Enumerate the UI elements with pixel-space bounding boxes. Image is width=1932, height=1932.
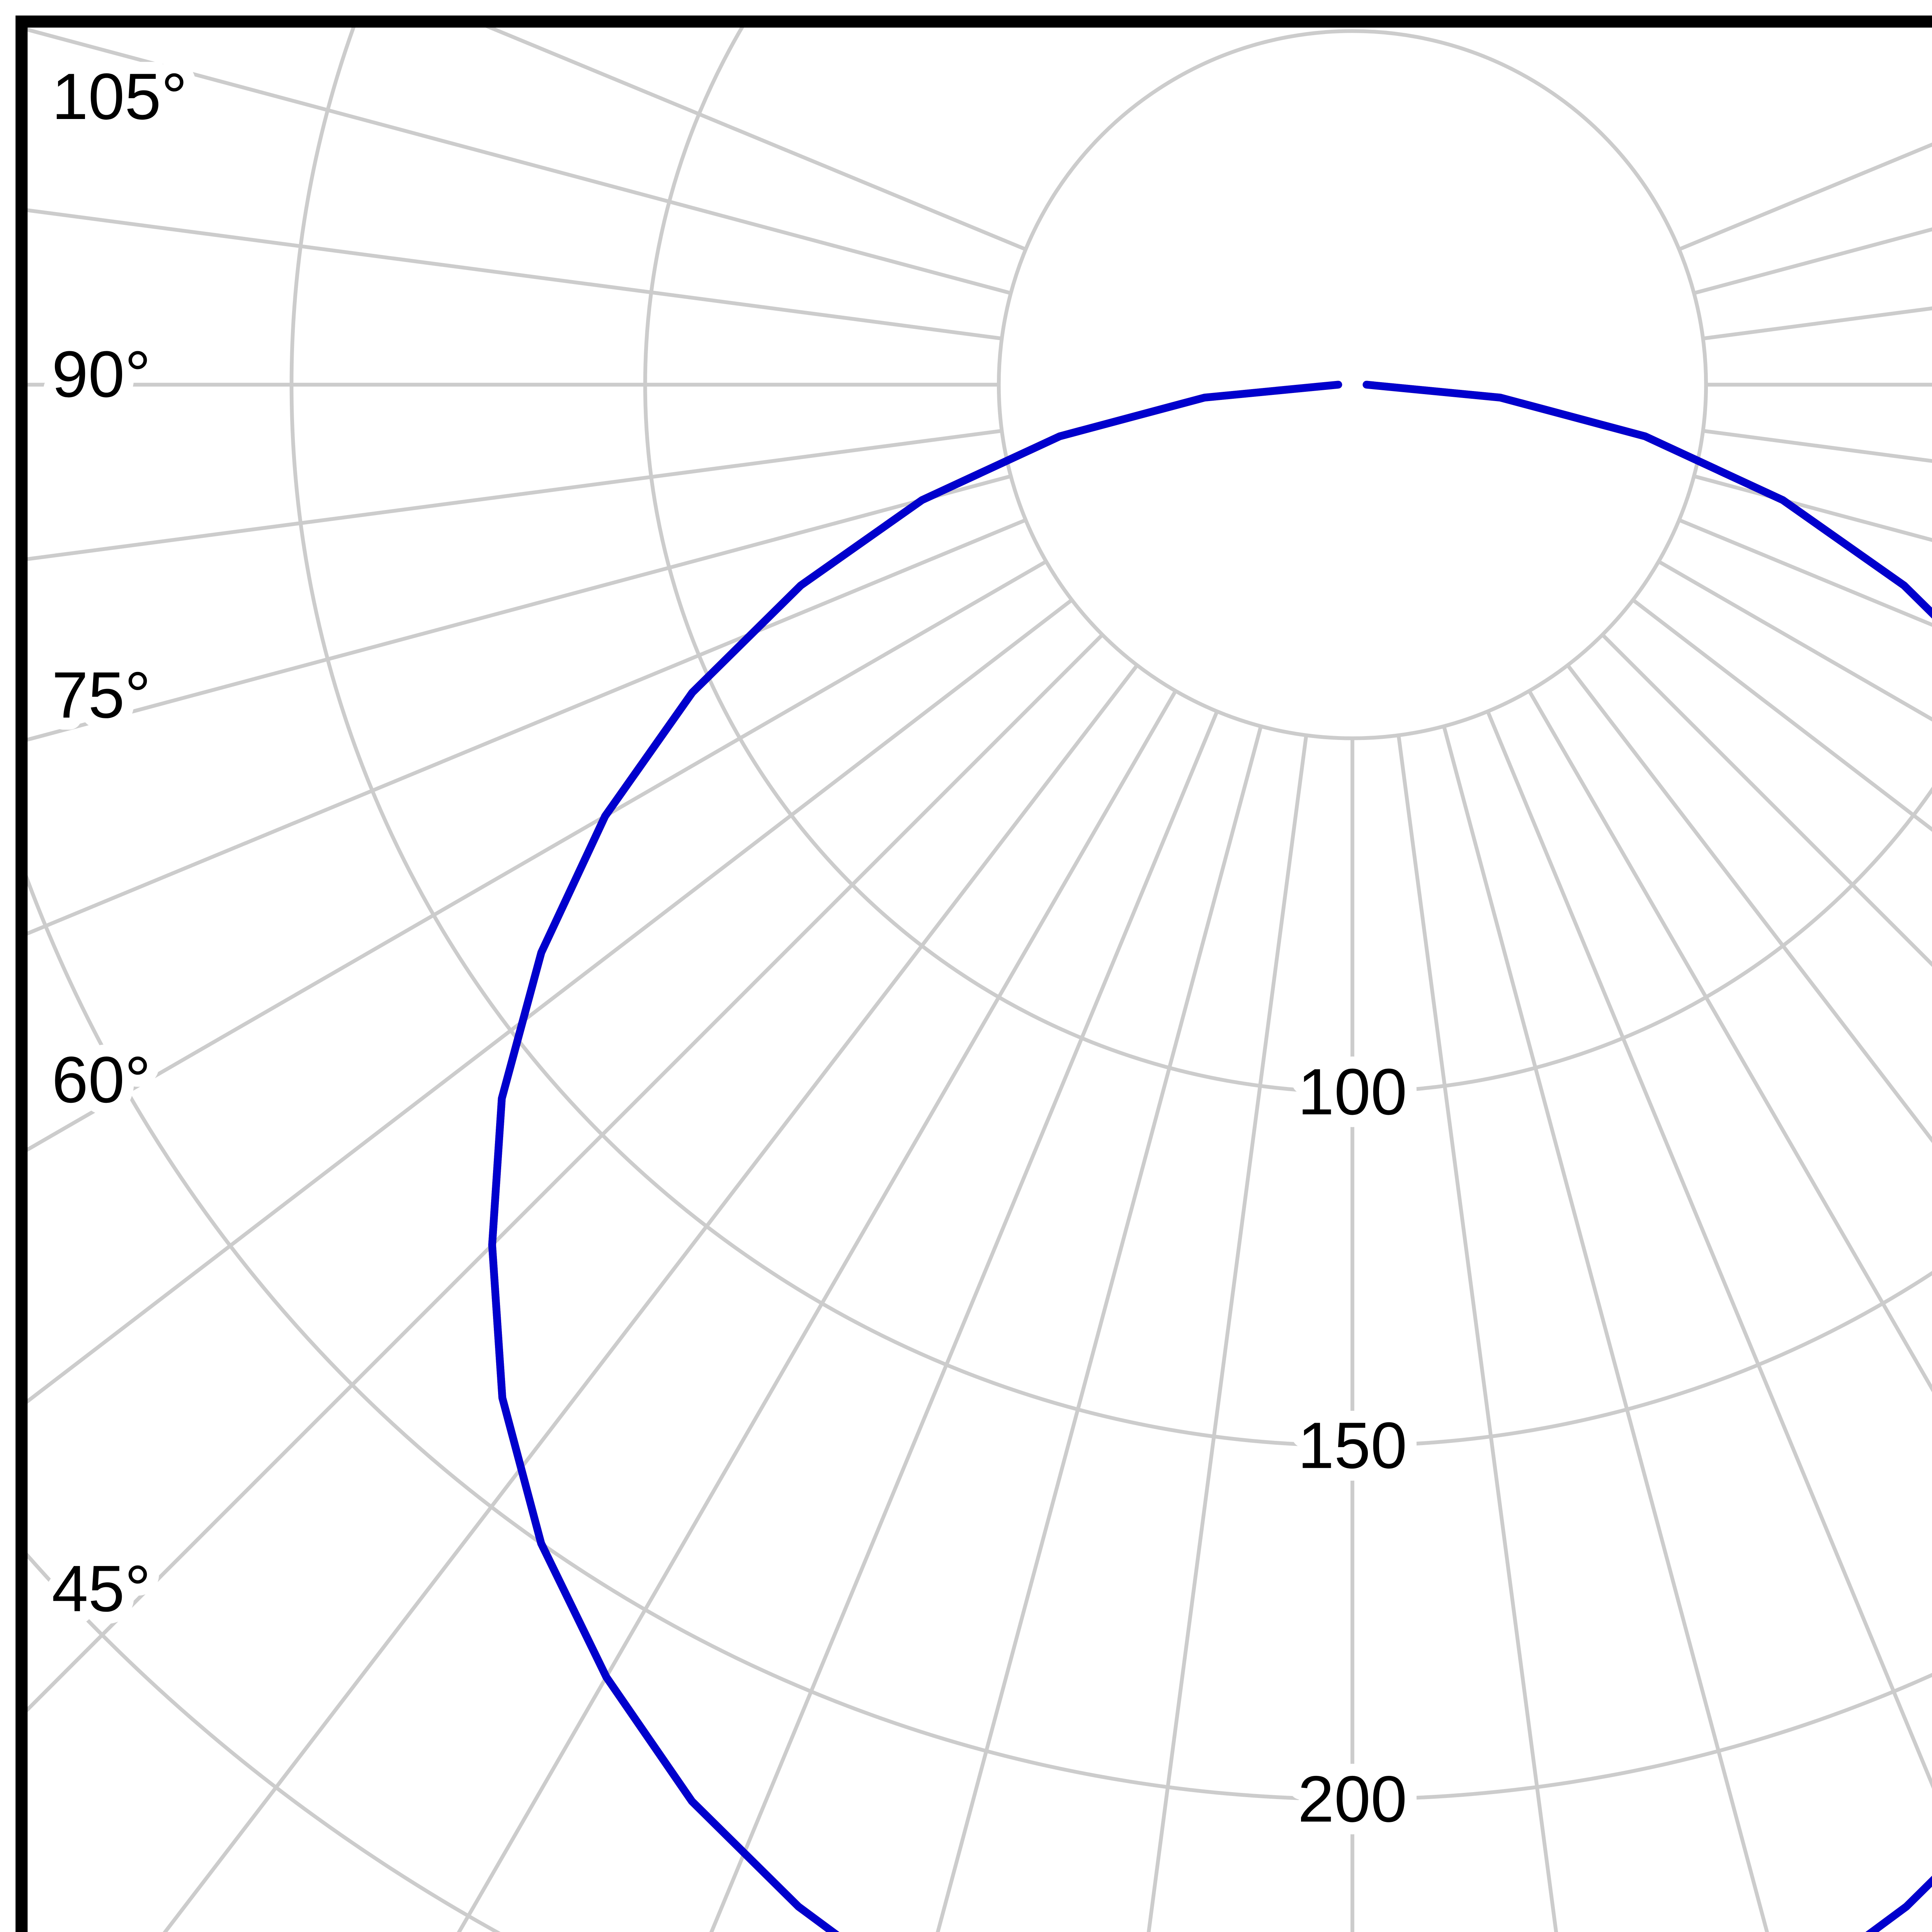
grid-spoke — [27, 429, 1002, 561]
grid-spoke — [27, 560, 1047, 1152]
ring-value-label: 100 — [1298, 1055, 1407, 1128]
angle-label-left: 105° — [52, 60, 187, 133]
curve-c90-c270 — [488, 381, 1932, 1932]
grid-spoke — [27, 598, 1073, 1404]
grid-spoke — [1527, 690, 1932, 1393]
grid-spoke — [1396, 735, 1558, 1932]
plot-frame — [15, 15, 1932, 1932]
grid-spoke — [27, 474, 1012, 742]
grid-spoke — [1146, 735, 1308, 1932]
angle-label-left: 60° — [52, 1043, 151, 1116]
grid-spoke — [457, 690, 1177, 1932]
grid-spoke — [935, 726, 1263, 1932]
intensity-curves — [488, 381, 1932, 1932]
grid-spoke — [163, 664, 1139, 1932]
ring-value-label: 150 — [1298, 1408, 1407, 1482]
grid-spoke — [27, 208, 1002, 340]
grid-spoke — [27, 27, 1012, 295]
grid-spoke — [1442, 726, 1769, 1932]
angle-label-left: 45° — [52, 1552, 151, 1625]
grid-spoke — [1486, 711, 1932, 1789]
angle-label-left: 90° — [52, 337, 151, 411]
grid-spoke — [709, 711, 1219, 1932]
grid-spoke — [27, 633, 1104, 1713]
angle-label-left: 75° — [52, 658, 151, 731]
grid-spoke — [27, 518, 1027, 936]
grid-labels: 100150200105°90°75°60°45°105°90°75°60°45… — [40, 48, 1419, 1848]
ring-value-label: 200 — [1298, 1762, 1407, 1835]
